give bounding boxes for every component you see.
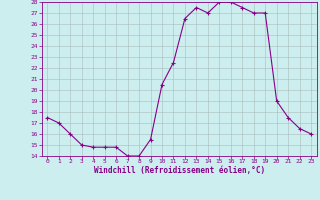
X-axis label: Windchill (Refroidissement éolien,°C): Windchill (Refroidissement éolien,°C) bbox=[94, 166, 265, 175]
